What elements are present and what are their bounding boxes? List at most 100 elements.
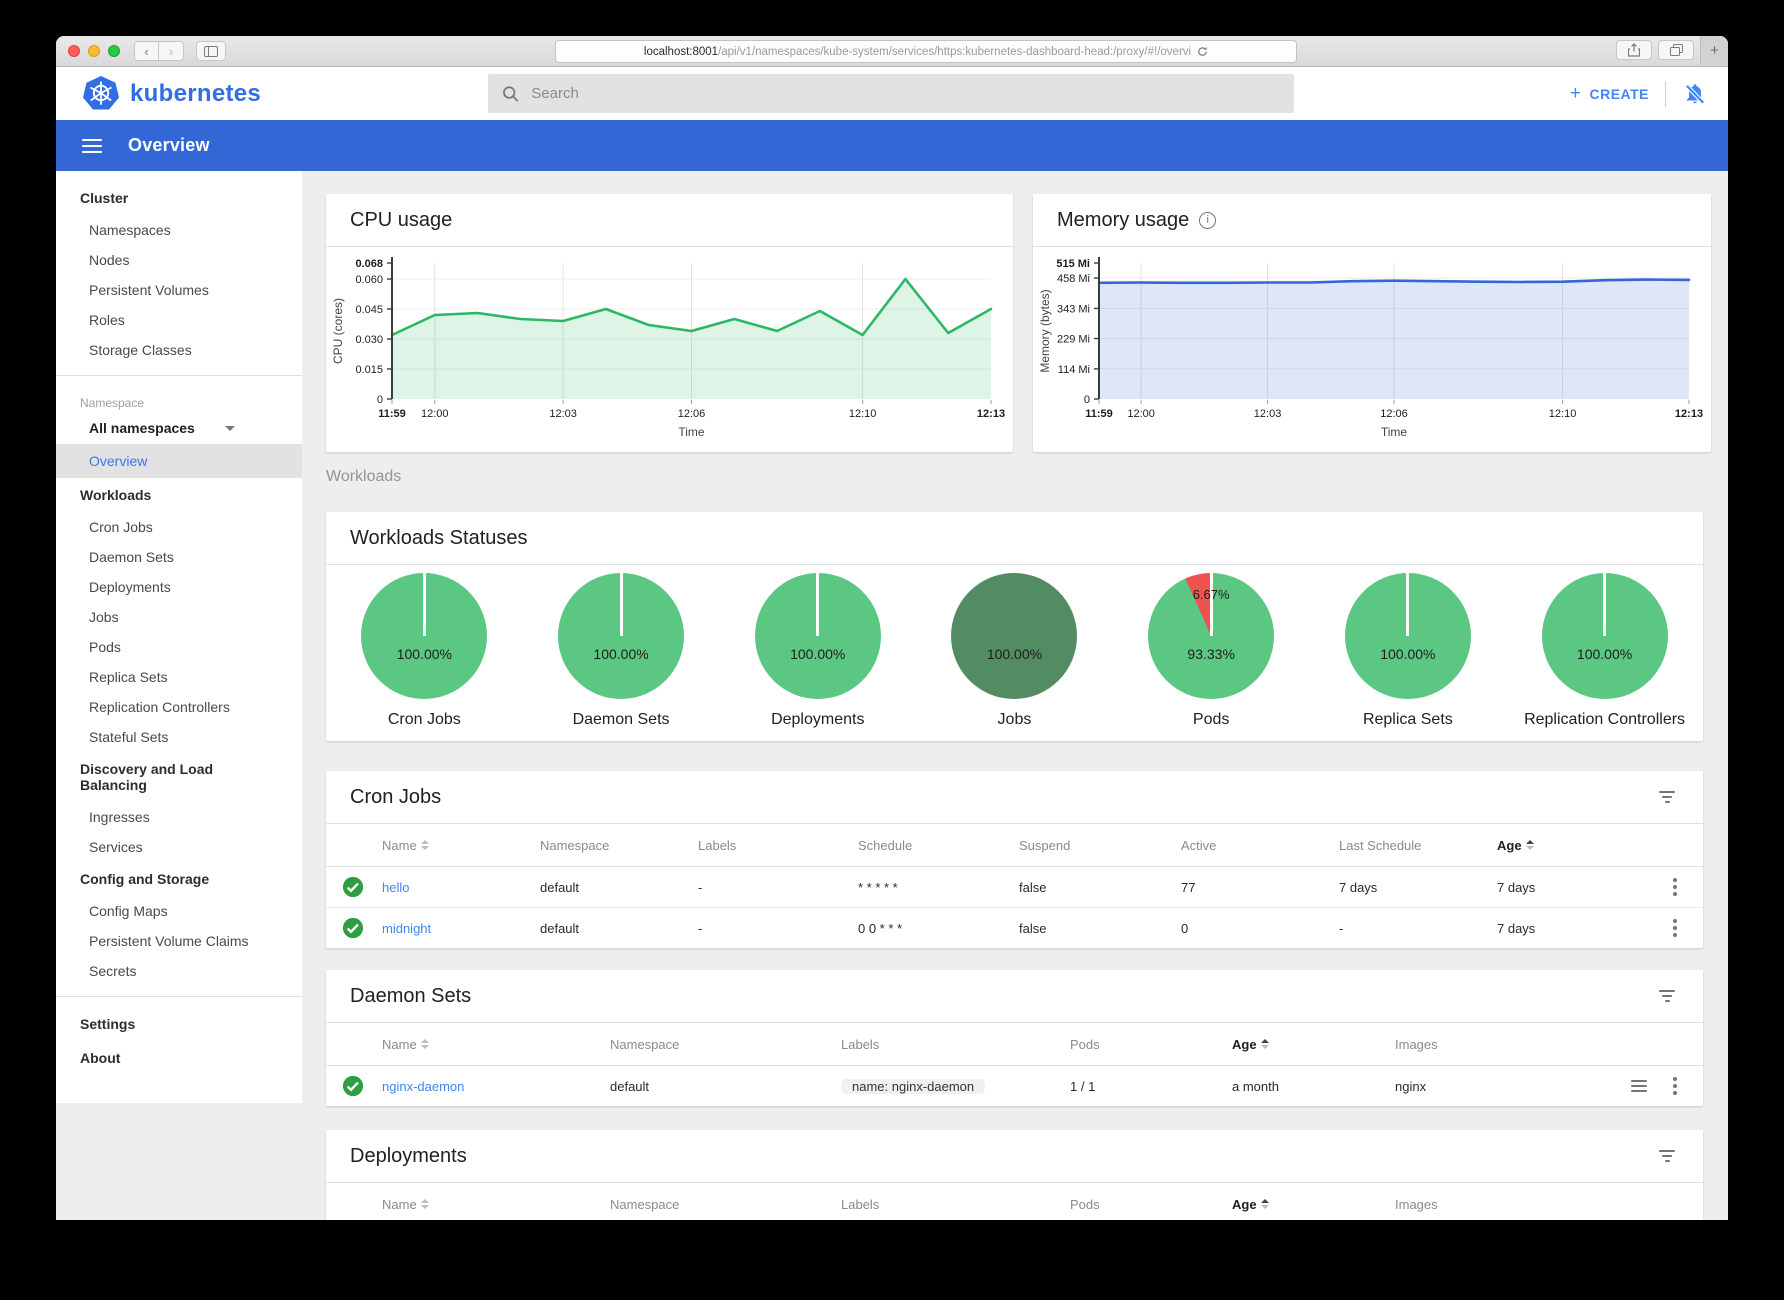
- workload-status-replica-sets: 100.00% Replica Sets: [1323, 573, 1493, 729]
- deployments-card: Deployments Name Namespace Labels Pods Age Im…: [326, 1130, 1703, 1220]
- column-header-name[interactable]: Name: [382, 838, 540, 853]
- svg-text:458 Mi: 458 Mi: [1057, 273, 1090, 285]
- sidebar-item-cron-jobs[interactable]: Cron Jobs: [89, 519, 153, 535]
- sort-arrows-icon[interactable]: [420, 840, 429, 850]
- info-icon[interactable]: i: [1199, 211, 1217, 229]
- sidebar-item-replication-controllers[interactable]: Replication Controllers: [89, 699, 230, 715]
- table-cell: -: [1339, 920, 1344, 936]
- workloads-statuses-card: Workloads Statuses 100.00% Cron Jobs 100.0…: [326, 512, 1703, 741]
- column-header-age[interactable]: Age: [1232, 1197, 1395, 1212]
- sidebar-section-config-and-storage[interactable]: Config and Storage: [80, 871, 210, 887]
- sidebar-item-services[interactable]: Services: [89, 839, 143, 855]
- minimize-window-button[interactable]: [88, 45, 100, 57]
- sidebar-item-deployments[interactable]: Deployments: [89, 579, 171, 595]
- filter-icon[interactable]: [1655, 1146, 1679, 1166]
- column-header-age[interactable]: Age: [1497, 838, 1631, 853]
- new-tab-button[interactable]: +: [1700, 36, 1728, 65]
- filter-icon[interactable]: [1655, 986, 1679, 1006]
- row-menu-icon[interactable]: [1671, 876, 1679, 898]
- sidebar-item-namespaces[interactable]: Namespaces: [89, 222, 171, 238]
- sort-arrows-icon[interactable]: [1525, 840, 1534, 850]
- pie-label: Deployments: [771, 711, 865, 728]
- row-menu-icon[interactable]: [1671, 917, 1679, 939]
- svg-text:0: 0: [377, 394, 383, 406]
- zoom-window-button[interactable]: [108, 45, 120, 57]
- table-row-hello: hello default - * * * * * false 77 7 days 7 day…: [326, 867, 1703, 908]
- kubernetes-brand[interactable]: kubernetes: [82, 75, 261, 112]
- sidebar-item-persistent-volumes[interactable]: Persistent Volumes: [89, 282, 209, 298]
- column-header-suspend: Suspend: [1019, 837, 1071, 853]
- sort-arrows-icon[interactable]: [1260, 1199, 1269, 1209]
- share-button[interactable]: [1616, 40, 1652, 60]
- close-window-button[interactable]: [68, 45, 80, 57]
- search-bar[interactable]: [488, 74, 1294, 113]
- svg-text:343 Mi: 343 Mi: [1057, 303, 1090, 315]
- back-button[interactable]: ‹: [134, 41, 159, 61]
- sidebar-section-cluster[interactable]: Cluster: [80, 190, 129, 206]
- sidebar: Cluster Namespaces Nodes Persistent Volumes…: [56, 171, 302, 1220]
- column-header-name[interactable]: Name: [382, 1037, 610, 1052]
- resource-name-link[interactable]: hello: [382, 879, 410, 895]
- sidebar-item-overview[interactable]: Overview: [56, 444, 302, 478]
- workload-status-jobs: 100.00% Jobs: [929, 573, 1099, 729]
- sidebar-item-daemon-sets[interactable]: Daemon Sets: [89, 549, 174, 565]
- table-cell: 0: [1181, 920, 1189, 936]
- column-header-namespace: Namespace: [540, 837, 610, 853]
- sidebar-item-secrets[interactable]: Secrets: [89, 963, 137, 979]
- address-bar[interactable]: localhost:8001/api/v1/namespaces/kube-sy…: [555, 40, 1297, 63]
- pie-chart: 93.33% 6.67%: [1148, 573, 1275, 699]
- sidebar-toggle-button[interactable]: [196, 41, 226, 61]
- sort-arrows-icon[interactable]: [420, 1199, 429, 1209]
- workload-status-daemon-sets: 100.00% Daemon Sets: [536, 573, 706, 729]
- pie-label: Pods: [1192, 711, 1230, 728]
- pie-label: Replication Controllers: [1524, 711, 1686, 728]
- filter-icon[interactable]: [1655, 787, 1679, 807]
- tab-overview-button[interactable]: [1658, 40, 1694, 60]
- forward-button[interactable]: ›: [159, 41, 184, 61]
- notifications-off-button[interactable]: [1682, 81, 1708, 107]
- sidebar-item-config-maps[interactable]: Config Maps: [89, 903, 168, 919]
- column-header-age[interactable]: Age: [1232, 1037, 1395, 1052]
- resource-name-link[interactable]: nginx-daemon: [382, 1078, 465, 1094]
- app-toolbar: Overview: [56, 120, 1728, 171]
- namespace-select[interactable]: All namespaces: [56, 412, 302, 444]
- sort-arrows-icon[interactable]: [420, 1039, 429, 1049]
- svg-text:Memory (bytes): Memory (bytes): [1038, 289, 1052, 372]
- sidebar-item-replica-sets[interactable]: Replica Sets: [89, 669, 168, 685]
- sidebar-item-storage-classes[interactable]: Storage Classes: [89, 342, 192, 358]
- resource-link: nginx-daemon: [382, 1079, 610, 1094]
- svg-text:Time: Time: [1381, 425, 1408, 439]
- logs-icon[interactable]: [1629, 1078, 1649, 1094]
- status-ok-icon: [342, 876, 364, 898]
- row-menu-icon[interactable]: [1671, 1075, 1679, 1097]
- sidebar-item-jobs[interactable]: Jobs: [89, 609, 119, 625]
- resource-name-link[interactable]: midnight: [382, 920, 432, 936]
- svg-text:12:03: 12:03: [549, 408, 577, 420]
- table-cell: 7 days: [1339, 879, 1378, 895]
- sidebar-section-discovery-and-load-balancing[interactable]: Discovery and Load Balancing: [80, 761, 214, 793]
- svg-text:229 Mi: 229 Mi: [1057, 334, 1090, 346]
- sidebar-item-ingresses[interactable]: Ingresses: [89, 809, 150, 825]
- pie-slice-divider: [1209, 573, 1213, 636]
- sort-arrows-icon[interactable]: [1260, 1039, 1269, 1049]
- sidebar-item-persistent-volume-claims[interactable]: Persistent Volume Claims: [89, 933, 249, 949]
- svg-text:11:59: 11:59: [1085, 408, 1113, 420]
- sidebar-section-about[interactable]: About: [80, 1050, 121, 1066]
- workload-status-pods: 93.33% 6.67% Pods: [1126, 573, 1296, 729]
- sidebar-section-workloads[interactable]: Workloads: [80, 487, 152, 503]
- search-input[interactable]: [529, 84, 1280, 103]
- kubernetes-wordmark: kubernetes: [130, 79, 262, 107]
- sidebar-item-nodes[interactable]: Nodes: [89, 252, 130, 268]
- svg-text:12:06: 12:06: [678, 408, 706, 420]
- sidebar-section-settings[interactable]: Settings: [80, 1016, 136, 1032]
- pie-label: Replica Sets: [1362, 711, 1453, 728]
- sidebar-item-pods[interactable]: Pods: [89, 639, 121, 655]
- column-header-name[interactable]: Name: [382, 1197, 610, 1212]
- menu-button[interactable]: [82, 138, 102, 153]
- pie-percent-label: 100.00%: [790, 646, 846, 663]
- pie-percent-label: 100.00%: [1380, 646, 1436, 663]
- create-button[interactable]: + CREATE: [1570, 83, 1649, 105]
- sidebar-item-stateful-sets[interactable]: Stateful Sets: [89, 729, 169, 745]
- reload-button[interactable]: [1197, 46, 1208, 57]
- sidebar-item-roles[interactable]: Roles: [89, 312, 125, 328]
